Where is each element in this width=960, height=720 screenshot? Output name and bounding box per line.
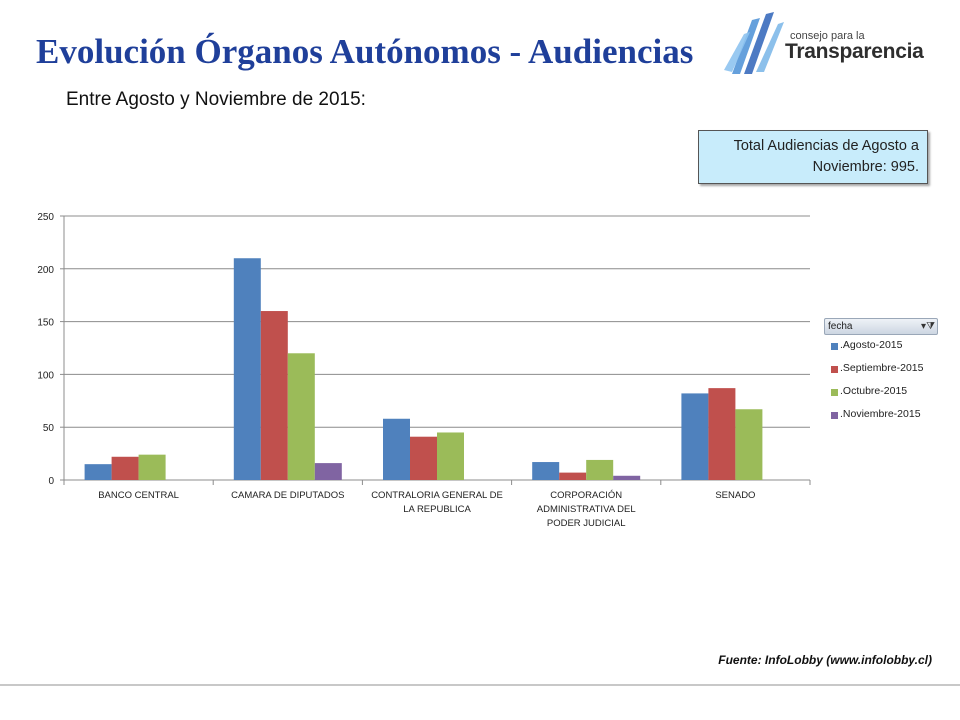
logo-wings-icon: [724, 12, 784, 74]
source-note: Fuente: InfoLobby (www.infolobby.cl): [718, 653, 932, 667]
legend-swatch: [831, 389, 838, 396]
logo-line-2: Transparencia: [785, 40, 924, 63]
bar-septiembre-2015: [708, 388, 736, 480]
bar-chart: 0 50 100 150 200 250 BANCO CENTRAL CAMARA DE DI…: [37, 212, 811, 529]
bar-septiembre-2015: [111, 456, 139, 480]
bar-octubre-2015: [437, 432, 464, 480]
y-tick-label: 0: [48, 476, 54, 487]
y-tick-label: 100: [37, 370, 54, 381]
bar-agosto-2015: [532, 462, 560, 480]
x-tick-label: LA REPUBLICA: [403, 504, 471, 515]
legend-label: .Agosto-2015: [840, 339, 903, 351]
chart-legend: fecha ▾⧩ .Agosto-2015 .Septiembre-2015 .Oc…: [824, 318, 938, 427]
x-tick-label: ADMINISTRATIVA DEL: [537, 504, 636, 515]
legend-label: .Septiembre-2015: [840, 362, 924, 374]
y-tick-label: 200: [37, 265, 54, 276]
legend-field-label: fecha: [828, 321, 853, 332]
page-subtitle: Entre Agosto y Noviembre de 2015:: [66, 89, 366, 110]
page-title: Evolución Órganos Autónomos - Audiencias: [36, 32, 694, 71]
bar-agosto-2015: [383, 418, 410, 480]
legend-label: .Octubre-2015: [840, 385, 908, 397]
legend-swatch: [831, 412, 838, 419]
total-callout: Total Audiencias de Agosto a Noviembre: …: [698, 130, 928, 184]
bar-noviembre-2015: [314, 463, 342, 480]
bar-octubre-2015: [138, 454, 166, 480]
legend-item: .Octubre-2015: [824, 381, 938, 404]
y-tick-label: 250: [37, 212, 54, 223]
legend-label: .Noviembre-2015: [840, 408, 921, 420]
bar-agosto-2015: [233, 258, 261, 480]
x-tick-label: CONTRALORIA GENERAL DE: [371, 490, 503, 501]
x-tick-label: CAMARA DE DIPUTADOS: [231, 490, 344, 501]
bar-septiembre-2015: [260, 311, 288, 480]
bar-agosto-2015: [84, 464, 112, 480]
legend-field-button[interactable]: fecha ▾⧩: [824, 318, 938, 335]
bar-agosto-2015: [681, 393, 709, 480]
legend-item: .Septiembre-2015: [824, 358, 938, 381]
x-tick-label: PODER JUDICIAL: [547, 518, 626, 529]
filter-dropdown-icon[interactable]: ▾⧩: [921, 321, 935, 332]
logo-line-1: consejo para la: [790, 30, 865, 42]
x-tick-label: CORPORACIÓN: [550, 490, 622, 501]
x-tick-label: SENADO: [715, 490, 755, 501]
y-tick-label: 150: [37, 318, 54, 329]
bar-octubre-2015: [586, 459, 614, 480]
bar-octubre-2015: [287, 353, 315, 480]
bottom-divider: [0, 684, 960, 686]
legend-swatch: [831, 343, 838, 350]
bar-septiembre-2015: [559, 472, 587, 480]
transparencia-logo: [722, 10, 912, 76]
bar-octubre-2015: [735, 409, 763, 480]
x-tick-label: BANCO CENTRAL: [98, 490, 179, 501]
legend-swatch: [831, 366, 838, 373]
bar-septiembre-2015: [410, 436, 437, 480]
legend-item: .Agosto-2015: [824, 335, 938, 358]
bar-noviembre-2015: [613, 475, 641, 480]
legend-item: .Noviembre-2015: [824, 404, 938, 427]
y-tick-label: 50: [43, 423, 55, 434]
